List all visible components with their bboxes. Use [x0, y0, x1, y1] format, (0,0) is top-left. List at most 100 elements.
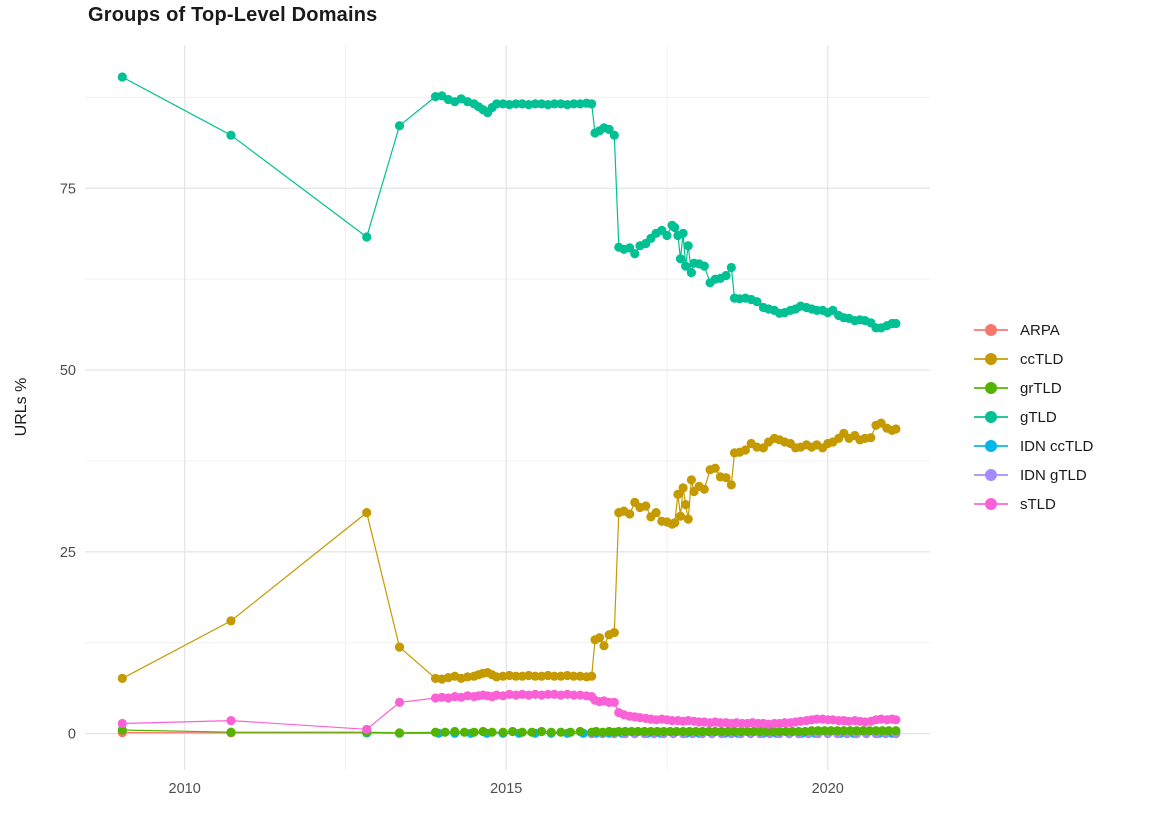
data-point: [697, 726, 708, 737]
data-point: [569, 690, 579, 700]
data-point: [787, 726, 798, 737]
data-point: [665, 726, 675, 737]
data-point: [527, 727, 537, 737]
data-point: [826, 726, 836, 736]
data-point: [625, 509, 635, 519]
data-point: [721, 270, 731, 281]
data-point: [721, 473, 731, 483]
data-point: [627, 726, 637, 737]
data-point: [569, 671, 579, 681]
data-point: [839, 726, 849, 736]
legend-item-IDN-gTLD: IDN gTLD: [974, 465, 1093, 485]
data-point: [865, 726, 875, 736]
data-point: [609, 628, 619, 638]
data-point: [226, 727, 236, 737]
data-point: [683, 514, 693, 524]
data-point: [755, 726, 765, 737]
data-point: [845, 726, 855, 736]
data-point: [587, 671, 597, 681]
data-point: [575, 726, 585, 737]
data-point: [752, 297, 762, 307]
data-point: [543, 689, 553, 700]
data-point: [630, 249, 640, 259]
data-point: [394, 697, 405, 708]
data-point: [675, 511, 686, 521]
legend: ARPA ccTLD grTLD gTLD IDN ccTLD IDN gTLD sTLD: [974, 320, 1093, 514]
data-point: [614, 726, 624, 737]
y-tick-label: 25: [60, 545, 76, 561]
legend-key-swatch: [974, 465, 1008, 485]
data-point: [807, 726, 817, 736]
legend-key-dot: [985, 382, 997, 394]
data-point: [511, 99, 521, 109]
data-point: [507, 726, 518, 737]
legend-key-dot: [985, 353, 997, 365]
data-point: [723, 726, 733, 737]
data-point: [487, 727, 497, 737]
data-point: [710, 726, 720, 737]
data-point: [813, 726, 823, 736]
data-point: [609, 130, 619, 140]
data-point: [710, 463, 720, 473]
data-point: [478, 726, 488, 737]
data-point: [852, 726, 862, 736]
data-point: [394, 642, 405, 652]
data-point: [362, 232, 372, 242]
data-point: [678, 228, 688, 238]
data-point: [877, 726, 888, 736]
data-point: [729, 726, 740, 737]
data-point: [226, 616, 236, 626]
data-point: [678, 483, 688, 493]
data-point: [794, 726, 804, 737]
data-point: [117, 718, 127, 729]
data-point: [670, 222, 680, 233]
legend-key-dot: [985, 411, 997, 423]
data-point: [609, 697, 619, 708]
data-point: [639, 726, 650, 737]
legend-label: ccTLD: [1020, 350, 1064, 368]
data-point: [546, 727, 556, 737]
data-point: [749, 726, 759, 737]
legend-key-swatch: [974, 349, 1008, 369]
data-point: [686, 475, 697, 485]
data-point: [394, 728, 405, 738]
data-point: [599, 641, 609, 651]
data-point: [781, 726, 791, 737]
data-point: [758, 443, 769, 453]
series-ccTLD: [117, 418, 901, 684]
data-point: [117, 725, 127, 735]
data-point: [675, 254, 686, 264]
chart-title: Groups of Top-Level Domains: [88, 4, 378, 26]
data-point: [891, 726, 901, 736]
data-point: [440, 727, 450, 737]
data-point: [651, 507, 661, 518]
legend-key-dot: [985, 324, 997, 336]
data-point: [549, 671, 560, 681]
data-point: [537, 726, 547, 737]
data-point: [117, 72, 127, 82]
y-tick-label: 0: [68, 727, 76, 743]
legend-item-IDN-ccTLD: IDN ccTLD: [974, 436, 1093, 456]
data-point: [699, 484, 709, 494]
data-point: [726, 262, 736, 273]
series-gTLD: [117, 72, 901, 333]
data-point: [450, 726, 460, 737]
data-point: [673, 489, 683, 499]
data-point: [469, 727, 479, 737]
data-point: [726, 480, 736, 490]
data-point: [652, 726, 662, 737]
data-point: [556, 727, 566, 737]
data-point: [717, 726, 727, 737]
data-point: [641, 501, 651, 511]
data-point: [511, 671, 521, 681]
legend-item-grTLD: grTLD: [974, 378, 1093, 398]
data-point: [394, 121, 405, 131]
legend-item-sTLD: sTLD: [974, 494, 1093, 514]
legend-label: IDN gTLD: [1020, 466, 1087, 484]
data-point: [704, 726, 714, 737]
data-point: [684, 726, 695, 737]
data-point: [891, 715, 901, 725]
data-point: [832, 726, 843, 736]
data-point: [226, 130, 236, 140]
legend-key-swatch: [974, 320, 1008, 340]
